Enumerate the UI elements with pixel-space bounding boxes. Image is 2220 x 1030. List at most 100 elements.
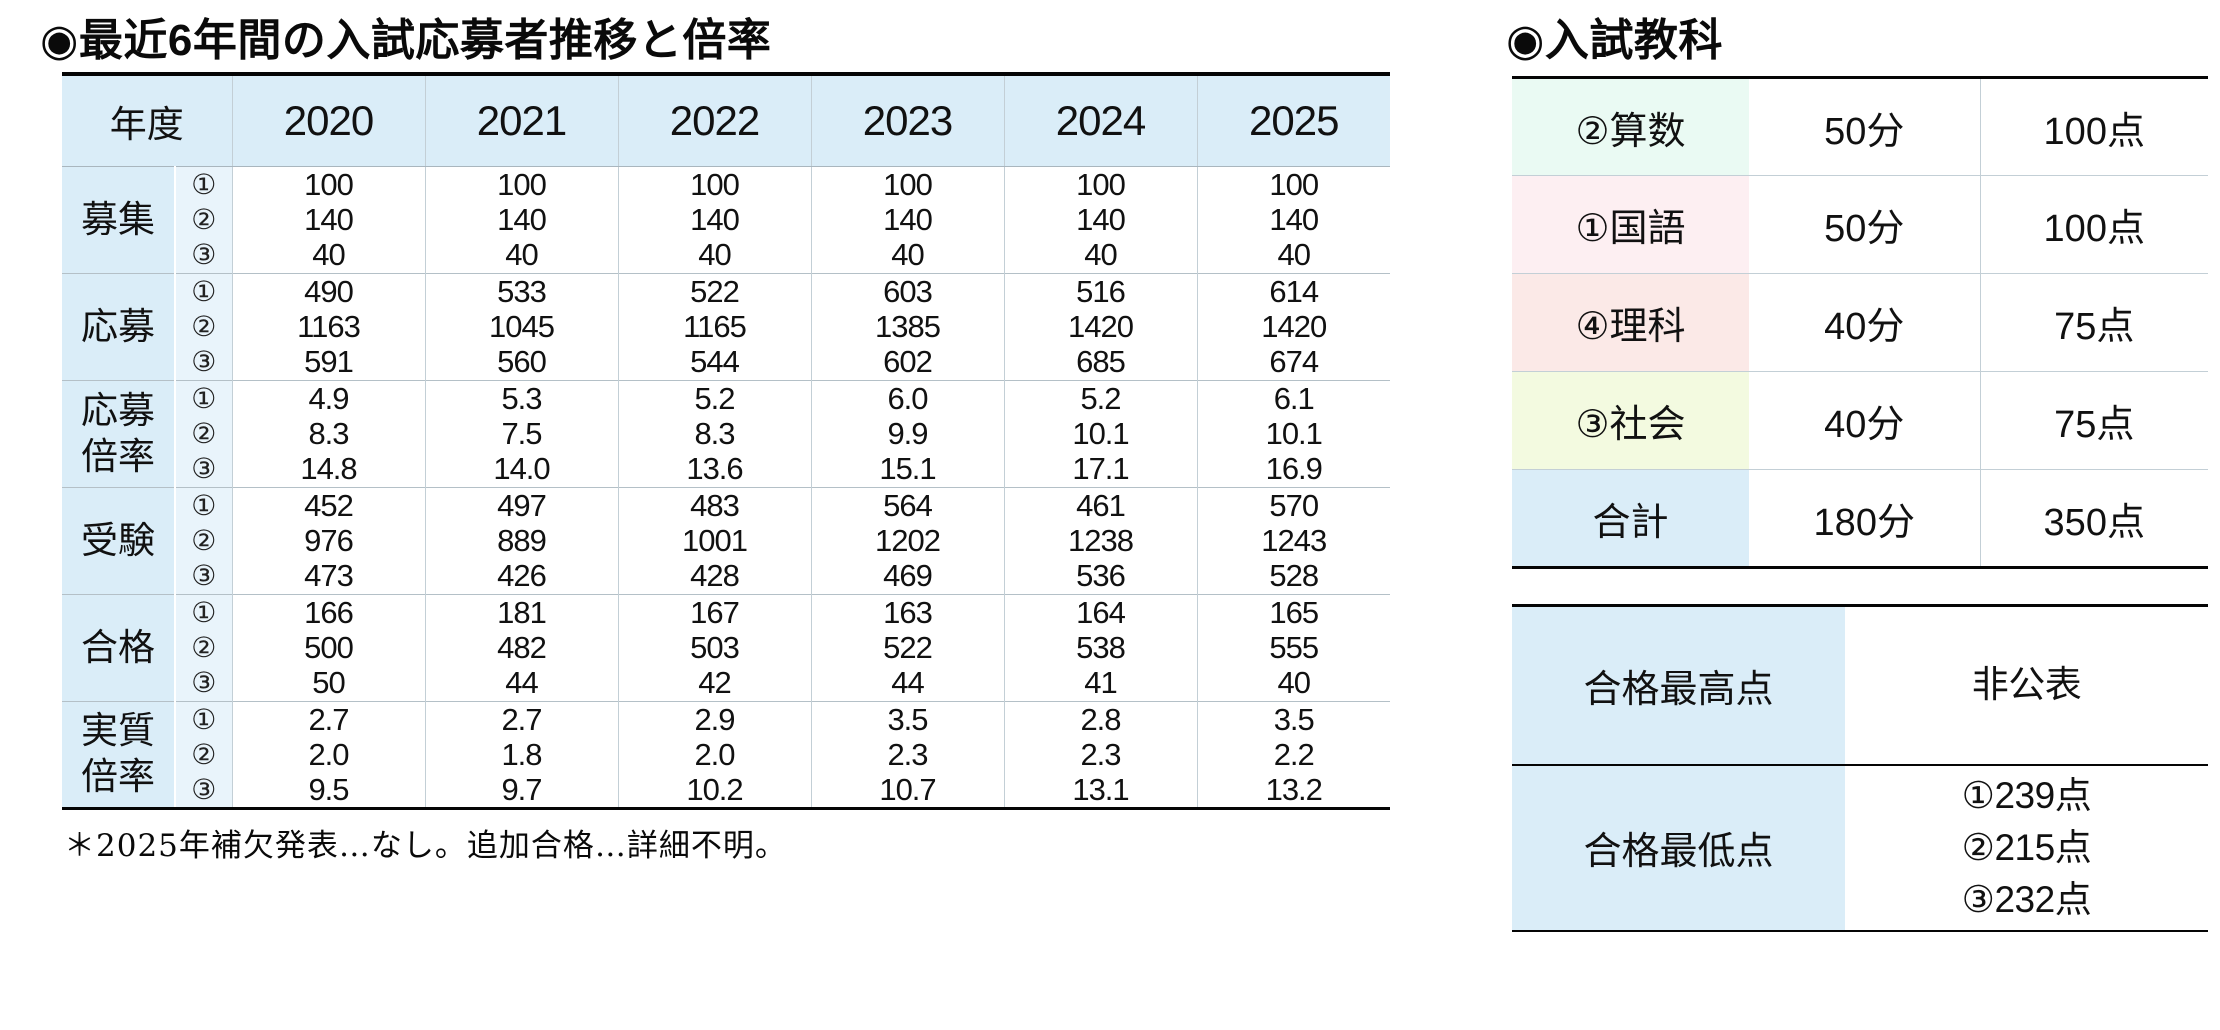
subject-time: 180分 bbox=[1749, 469, 1980, 568]
data-cell: 100 140 40 bbox=[231, 166, 425, 273]
data-value: 17.1 bbox=[1072, 451, 1129, 486]
admissions-row: 合格 ① ② ③ 166 500 50 181 482 44 167 503 42 163 522 44 164… bbox=[62, 593, 1390, 701]
data-value: 16.9 bbox=[1265, 451, 1323, 486]
data-cell: 100 140 40 bbox=[1003, 166, 1197, 273]
circled-number: ③ bbox=[191, 560, 217, 591]
score-value-lines: 非公表 bbox=[1972, 659, 2082, 711]
subject-name: 合計 bbox=[1512, 469, 1749, 568]
circled-number: ③ bbox=[191, 346, 217, 377]
data-value: 100 bbox=[1269, 167, 1319, 202]
data-cell: 100 140 40 bbox=[617, 166, 811, 273]
data-value: 538 bbox=[1076, 630, 1126, 665]
data-value: 473 bbox=[304, 558, 354, 593]
data-cell: 2.7 1.8 9.7 bbox=[424, 700, 618, 808]
data-value: 100 bbox=[1076, 167, 1126, 202]
data-value: 10.7 bbox=[879, 771, 936, 807]
data-value: 2.3 bbox=[1080, 736, 1121, 772]
data-cell: 100 140 40 bbox=[424, 166, 618, 273]
subject-time: 50分 bbox=[1749, 77, 1980, 176]
data-value: 140 bbox=[1076, 202, 1126, 237]
score-value: ①239点 ②215点 ③232点 bbox=[1845, 763, 2208, 931]
data-value: 426 bbox=[497, 558, 547, 593]
circled-number: ① bbox=[191, 490, 217, 521]
subjects-table: ②算数 50分 100点 ①国語 50分 100点 ④理科 40分 75点 ③社会 40分 75点 合計… bbox=[1512, 76, 2208, 569]
circled-number-column: ① ② ③ bbox=[174, 486, 232, 594]
data-value: 5.3 bbox=[501, 381, 542, 416]
subject-row: ④理科 40分 75点 bbox=[1512, 273, 2208, 372]
data-value: 1243 bbox=[1261, 523, 1327, 558]
score-value-lines: ①239点 ②215点 ③232点 bbox=[1961, 770, 2092, 926]
data-value: 1163 bbox=[297, 309, 361, 344]
year-header-cell: 2022 bbox=[617, 74, 811, 167]
data-value: 140 bbox=[304, 202, 354, 237]
score-label: 合格最高点 bbox=[1512, 605, 1845, 765]
data-cell: 3.5 2.3 10.7 bbox=[810, 700, 1004, 808]
circled-number: ① bbox=[191, 703, 217, 735]
data-value: 461 bbox=[1076, 488, 1126, 523]
data-value: 1420 bbox=[1261, 309, 1327, 344]
data-value: 140 bbox=[883, 202, 933, 237]
data-value: 522 bbox=[690, 274, 740, 309]
subject-points: 350点 bbox=[1979, 469, 2208, 568]
data-cell: 2.8 2.3 13.1 bbox=[1003, 700, 1197, 808]
score-line: ③232点 bbox=[1961, 878, 2092, 920]
data-value: 50 bbox=[312, 665, 345, 700]
data-value: 536 bbox=[1076, 558, 1126, 593]
data-cell: 522 1165 544 bbox=[617, 272, 811, 380]
data-value: 3.5 bbox=[1273, 701, 1315, 737]
data-cell: 483 1001 428 bbox=[617, 486, 811, 594]
score-line: ②215点 bbox=[1961, 826, 2092, 868]
row-label: 募集 bbox=[62, 166, 175, 273]
circled-number: ② bbox=[191, 311, 217, 342]
year-header-cell: 2023 bbox=[810, 74, 1004, 167]
data-value: 40 bbox=[312, 237, 345, 272]
data-value: 2.3 bbox=[887, 736, 928, 772]
admissions-row: 実質倍率 ① ② ③ 2.7 2.0 9.5 2.7 1.8 9.7 2.9 2.0 10.2 3.5 2.… bbox=[62, 700, 1390, 808]
data-value: 516 bbox=[1076, 274, 1126, 309]
data-cell: 5.3 7.5 14.0 bbox=[424, 379, 618, 487]
data-value: 166 bbox=[304, 595, 354, 630]
data-value: 8.3 bbox=[694, 416, 735, 451]
data-value: 2.7 bbox=[501, 701, 542, 737]
data-cell: 2.7 2.0 9.5 bbox=[231, 700, 425, 808]
scores-table: 合格最高点 非公表 合格最低点 ①239点 ②215点 ③232点 bbox=[1512, 604, 2208, 932]
data-value: 1165 bbox=[683, 309, 747, 344]
data-value: 497 bbox=[497, 488, 547, 523]
data-value: 40 bbox=[891, 237, 924, 272]
data-value: 685 bbox=[1076, 344, 1126, 379]
admissions-row: 応募 ① ② ③ 490 1163 591 533 1045 560 522 1165 544 603 13… bbox=[62, 272, 1390, 380]
applicants-panel-title: ◉最近6年間の入試応募者推移と倍率 bbox=[40, 16, 772, 65]
data-cell: 516 1420 685 bbox=[1003, 272, 1197, 380]
data-value: 560 bbox=[497, 344, 547, 379]
score-label: 合格最低点 bbox=[1512, 763, 1845, 931]
data-value: 533 bbox=[497, 274, 547, 309]
data-value: 100 bbox=[883, 167, 933, 202]
admissions-table: 年度 2020 2021 2022 2023 2024 2025 募集 ① ② ③ 100 140 4… bbox=[62, 72, 1390, 810]
year-header-cell: 2021 bbox=[424, 74, 618, 167]
circled-number: ② bbox=[191, 525, 217, 556]
data-cell: 6.0 9.9 15.1 bbox=[810, 379, 1004, 487]
data-value: 2.9 bbox=[694, 701, 735, 737]
data-value: 2.2 bbox=[1273, 736, 1315, 772]
circled-number: ③ bbox=[191, 773, 217, 805]
circled-number: ① bbox=[191, 597, 217, 628]
data-cell: 2.9 2.0 10.2 bbox=[617, 700, 811, 808]
subject-row: ③社会 40分 75点 bbox=[1512, 371, 2208, 470]
year-header-label: 年度 bbox=[62, 74, 232, 167]
data-value: 40 bbox=[698, 237, 731, 272]
score-value: 非公表 bbox=[1845, 605, 2208, 765]
score-row: 合格最低点 ①239点 ②215点 ③232点 bbox=[1512, 763, 2208, 931]
data-cell: 163 522 44 bbox=[810, 593, 1004, 701]
data-value: 6.0 bbox=[887, 381, 928, 416]
data-cell: 497 889 426 bbox=[424, 486, 618, 594]
footnote: ＊2025年補欠発表…なし。追加合格…詳細不明。 bbox=[64, 828, 787, 864]
data-cell: 564 1202 469 bbox=[810, 486, 1004, 594]
data-cell: 166 500 50 bbox=[231, 593, 425, 701]
data-value: 603 bbox=[883, 274, 933, 309]
data-value: 15.1 bbox=[879, 451, 936, 486]
circled-number: ② bbox=[191, 204, 217, 235]
data-value: 1202 bbox=[875, 523, 941, 558]
